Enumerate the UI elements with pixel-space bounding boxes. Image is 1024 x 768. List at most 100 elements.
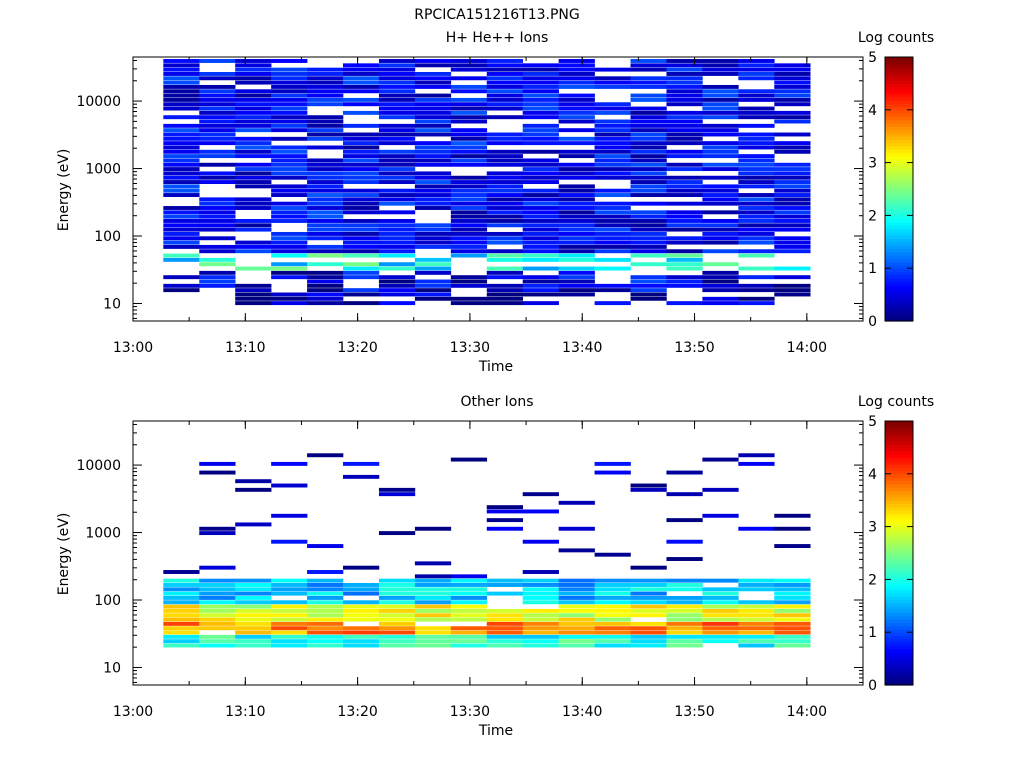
heatmap-cell <box>343 643 380 648</box>
heatmap-cell <box>522 617 559 622</box>
colorbar-segment <box>885 179 913 183</box>
heatmap-cell <box>630 630 667 635</box>
heatmap-cell <box>307 171 344 176</box>
colorbar-segment <box>885 612 913 617</box>
heatmap-cell <box>235 296 272 301</box>
colorbar-segment <box>885 215 913 220</box>
colorbar-tick-label: 3 <box>868 520 877 536</box>
heatmap-cell <box>774 67 811 72</box>
heatmap-cell <box>450 231 488 236</box>
heatmap-cell <box>594 162 631 167</box>
heatmap-cell <box>378 583 416 587</box>
heatmap-cell <box>163 639 200 644</box>
heatmap-cell <box>738 154 775 159</box>
colorbar-segment <box>885 294 913 299</box>
heatmap-cell <box>235 128 272 133</box>
heatmap-cell <box>235 617 272 622</box>
colorbar-segment <box>885 569 913 574</box>
heatmap-cell <box>163 621 200 626</box>
heatmap-cell <box>594 608 631 613</box>
heatmap-cell <box>199 608 236 613</box>
heatmap-cell <box>594 591 631 596</box>
heatmap-cell <box>450 115 488 120</box>
heatmap-cell <box>450 119 488 124</box>
heatmap-cell <box>558 249 595 254</box>
heatmap-cell <box>163 128 200 133</box>
heatmap-cell <box>666 621 703 626</box>
heatmap-cell <box>414 149 452 154</box>
heatmap-cell <box>702 184 739 189</box>
panel-h-he-ions: H+ He++ Ions Log counts Time Energy (eV)… <box>56 30 934 375</box>
heatmap-cell <box>307 115 344 120</box>
colorbar-segment <box>885 175 913 180</box>
heatmap-cell <box>235 288 272 293</box>
heatmap-cell <box>594 154 631 159</box>
heatmap-cell <box>702 193 739 197</box>
heatmap-cell <box>774 544 811 549</box>
heatmap-cell <box>558 128 595 133</box>
heatmap-cell <box>558 76 595 81</box>
heatmap-cell <box>307 145 344 150</box>
heatmap-cell <box>738 223 775 228</box>
heatmap-cell <box>307 89 344 94</box>
heatmap-cell <box>702 634 739 639</box>
heatmap-cell <box>343 219 380 223</box>
heatmap-cell <box>450 136 488 141</box>
heatmap-cell <box>738 115 775 120</box>
heatmap-cell <box>378 587 416 592</box>
heatmap-cell <box>522 253 559 258</box>
heatmap-cell <box>738 97 775 102</box>
colorbar-segment <box>885 129 913 134</box>
heatmap-cell <box>522 171 559 176</box>
heatmap-cell <box>558 266 595 271</box>
heatmap-cell <box>307 639 344 644</box>
heatmap-cell <box>666 193 703 197</box>
heatmap-cell <box>522 80 559 85</box>
heatmap-cell <box>199 227 236 232</box>
heatmap-cell <box>199 175 236 180</box>
heatmap-cell <box>163 154 200 159</box>
heatmap-cell <box>666 608 703 613</box>
heatmap-cell <box>702 145 739 150</box>
heatmap-cell <box>594 171 631 176</box>
heatmap-cell <box>235 136 272 141</box>
heatmap-cell <box>199 461 236 466</box>
heatmap-cell <box>738 63 775 68</box>
heatmap-cell <box>414 578 452 583</box>
heatmap-cell <box>738 526 775 531</box>
heatmap-cell <box>414 223 452 228</box>
heatmap-cell <box>199 214 236 219</box>
heatmap-cell <box>702 63 739 68</box>
heatmap-cell <box>486 149 524 154</box>
heatmap-cell <box>271 608 308 613</box>
heatmap-cell <box>343 158 380 163</box>
heatmap-cell <box>486 270 524 275</box>
heatmap-cell <box>450 132 488 137</box>
heatmap-cell <box>307 84 344 89</box>
heatmap-cell <box>774 84 811 89</box>
heatmap-cell <box>307 193 344 197</box>
heatmap-cell <box>307 123 344 128</box>
heatmap-cell <box>738 67 775 72</box>
heatmap-cell <box>378 244 416 249</box>
heatmap-cell <box>594 141 631 146</box>
heatmap-cell <box>414 115 452 120</box>
heatmap-cell <box>702 197 739 202</box>
heatmap-cell <box>235 167 272 172</box>
heatmap-cell <box>630 145 667 150</box>
heatmap-cell <box>666 93 703 98</box>
colorbar-segment <box>885 496 913 501</box>
heatmap-cell <box>271 154 308 159</box>
heatmap-cell <box>630 119 667 124</box>
colorbar-segment <box>885 264 913 269</box>
heatmap-cell <box>271 600 308 605</box>
heatmap-cell <box>235 63 272 68</box>
heatmap-cell <box>522 492 559 497</box>
heatmap-cell <box>307 236 344 241</box>
heatmap-cell <box>594 236 631 241</box>
heatmap-cell <box>343 76 380 81</box>
heatmap-cell <box>199 470 236 475</box>
heatmap-cell <box>486 162 524 167</box>
heatmap-cell <box>738 132 775 137</box>
heatmap-cell <box>199 236 236 241</box>
